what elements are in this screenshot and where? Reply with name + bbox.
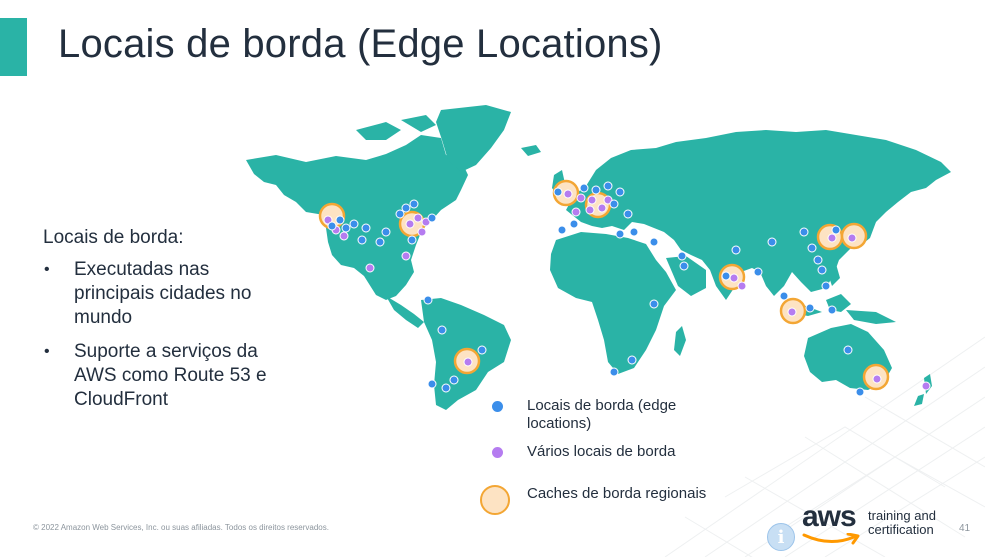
info-icon[interactable]: i [767,523,795,551]
bullet-text: Executadas nas principais cidades no mun… [74,259,252,328]
aws-logo: aws [802,500,864,546]
bullet-icon: • [44,343,50,360]
page-title: Locais de borda (Edge Locations) [58,22,663,66]
background-pattern [664,336,985,557]
brand-line-2: certification [868,522,934,537]
legend-edge-label: Locais de borda (edge locations) [527,397,677,432]
blue-dot-icon [492,401,503,412]
legend-multi: Vários locais de borda [478,443,708,485]
bullet-item: • Suporte a serviços da AWS como Route 5… [43,340,273,412]
bullet-item: • Executadas nas principais cidades no m… [43,258,273,330]
cache-circle-icon [480,485,510,515]
map-legend: Locais de borda (edge locations) Vários … [478,397,708,521]
brand-line-1: training and [868,508,936,523]
purple-dot-icon [492,447,503,458]
legend-cache-label: Caches de borda regionais [527,485,707,502]
aws-wordmark: aws [802,500,857,533]
aws-smile-icon [802,533,860,545]
world-map [246,105,951,410]
eurasia [566,130,951,300]
bullet-icon: • [44,261,50,278]
sidebar-heading: Locais de borda: [43,227,184,248]
greenland [436,105,511,172]
legend-cache: Caches de borda regionais [478,485,708,521]
legend-multi-label: Vários locais de borda [527,443,676,460]
edge-locations-description: Locais de borda: • Executadas nas princi… [43,226,273,422]
multi-edge-dots [323,189,931,391]
accent-bar [0,18,27,76]
north-america [246,135,468,300]
page-number: 41 [959,523,971,534]
edge-dots [327,181,865,397]
africa [550,232,676,374]
training-certification-label: training and certification [868,509,936,537]
legend-edge: Locais de borda (edge locations) [478,397,708,433]
copyright-text: © 2022 Amazon Web Services, Inc. ou suas… [33,523,329,532]
bullet-text: Suporte a serviços da AWS como Route 53 … [74,341,267,410]
